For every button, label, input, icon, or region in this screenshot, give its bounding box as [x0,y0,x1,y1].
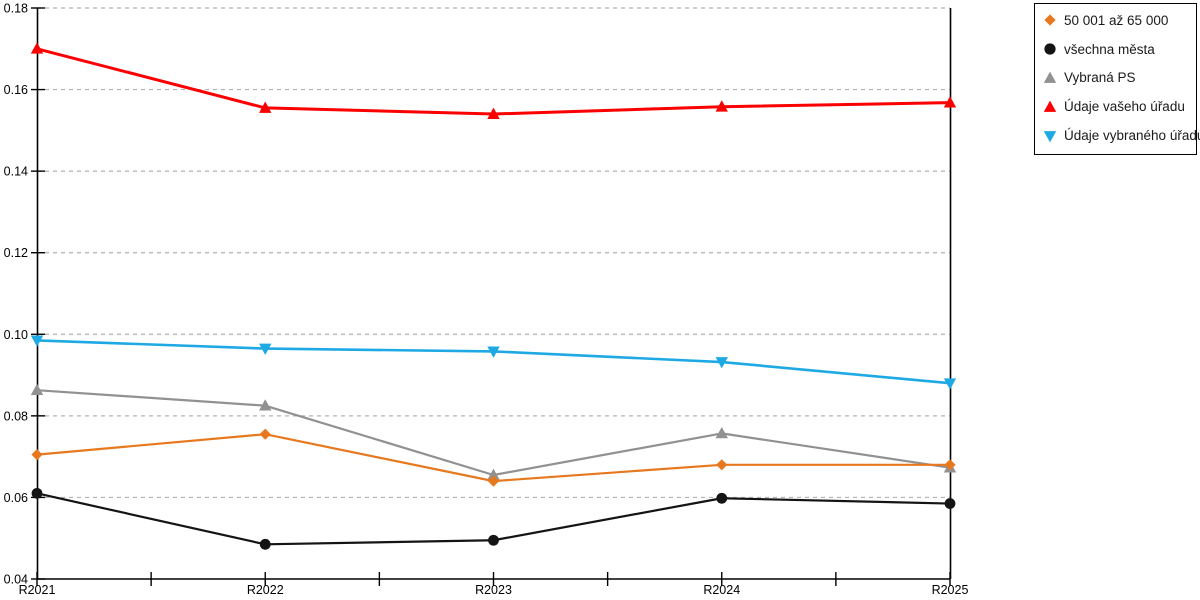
series-marker-2 [487,468,500,480]
series-marker-4 [943,378,957,390]
y-tick-label: 0.08 [4,409,28,423]
series-marker-3 [487,107,500,119]
series-marker-0 [944,459,956,471]
y-tick-label: 0.14 [4,165,28,179]
series-marker-2 [259,399,272,411]
legend-label: Vybraná PS [1064,70,1136,86]
chart-legend: 50 001 až 65 000 všechna města Vybraná PS Ú… [1034,3,1200,155]
series-marker-4 [715,357,728,369]
diamond-legend-icon [1044,14,1056,26]
series-marker-4 [259,343,272,355]
x-tick-label: R2022 [247,583,284,597]
series-marker-1 [944,498,956,509]
y-tick-label: 0.10 [4,328,28,342]
x-tick-label: R2025 [932,583,969,597]
series-marker-3 [943,96,957,108]
series-marker-2 [30,383,44,396]
series-marker-0 [716,459,728,471]
y-tick-label: 0.04 [4,573,28,587]
legend-item-3: Údaje vašeho úřadu [1043,92,1192,121]
legend-label: Údaje vašeho úřadu [1064,99,1185,115]
x-tick-label: R2023 [475,583,512,597]
series-marker-1 [259,538,271,550]
legend-label: všechna města [1064,41,1155,57]
series-marker-1 [31,487,43,499]
series-marker-4 [487,346,500,358]
legend-item-4: Údaje vybraného úřadu [1043,121,1200,150]
series-marker-3 [259,101,272,113]
series-marker-3 [715,100,728,112]
circle-legend-icon [1044,43,1056,55]
y-tick-label: 0.06 [4,491,28,505]
triangle-down-legend-icon [1043,130,1057,142]
triangle-up-legend-icon [1043,71,1057,83]
series-marker-0 [487,475,500,487]
legend-label: 50 001 až 65 000 [1064,12,1169,28]
series-marker-0 [31,449,43,461]
legend-item-2: Vybraná PS [1043,64,1192,93]
series-marker-4 [30,335,44,347]
series-marker-1 [716,492,728,504]
y-tick-label: 0.18 [4,2,28,16]
series-marker-3 [30,42,44,54]
triangle-up-legend-icon [1043,100,1057,112]
series-marker-0 [259,428,271,440]
x-tick-label: R2024 [703,583,740,597]
legend-item-1: všechna města [1043,35,1192,64]
series-marker-1 [488,534,499,546]
legend-item-0: 50 001 až 65 000 [1043,6,1192,35]
series-line-3 [35,47,952,116]
y-tick-label: 0.12 [4,246,28,260]
series-line-2 [35,389,952,477]
legend-label: Údaje vybraného úřadu [1064,128,1200,144]
x-tick-label: R2021 [19,583,56,597]
y-tick-label: 0.16 [4,83,28,97]
series-marker-2 [715,426,728,439]
